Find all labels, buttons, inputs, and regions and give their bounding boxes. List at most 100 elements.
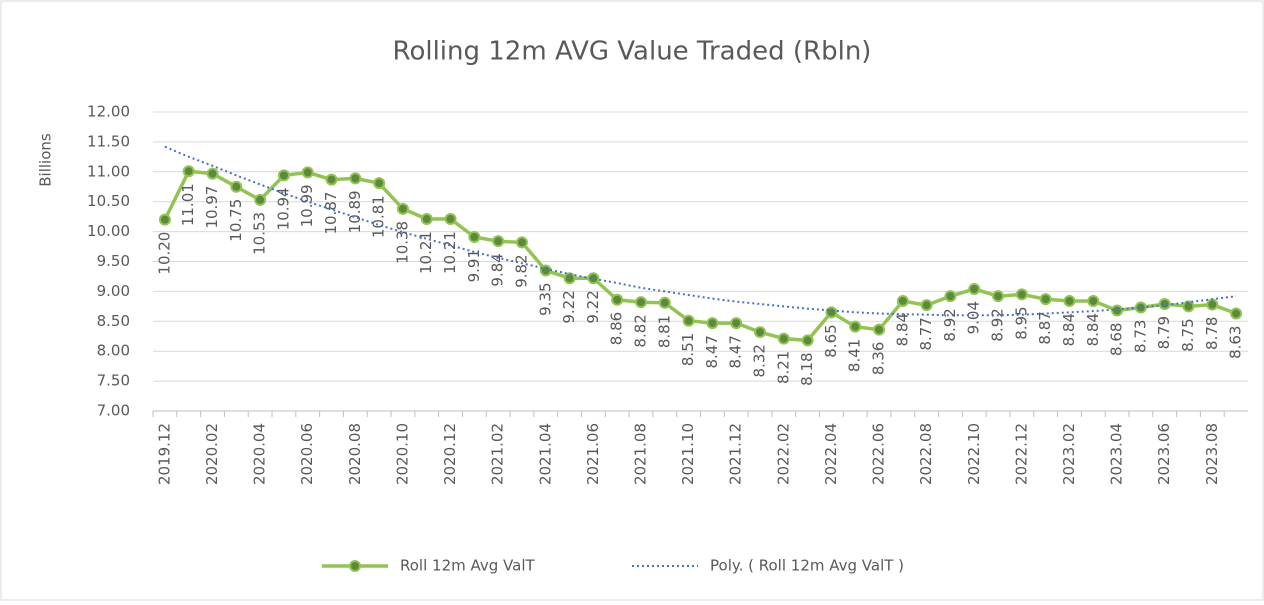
y-tick-label: 8.00 — [97, 342, 130, 360]
data-label: 8.84 — [1084, 313, 1102, 346]
y-tick-label: 12.00 — [87, 103, 130, 121]
data-label: 8.36 — [870, 342, 888, 375]
x-tick-label: 2023.06 — [1155, 423, 1173, 485]
y-tick-label: 9.50 — [97, 252, 130, 270]
data-label: 10.89 — [346, 190, 364, 233]
point — [444, 213, 457, 226]
point — [420, 213, 433, 226]
x-tick-label: 2022.10 — [965, 423, 983, 485]
legend-label: Roll 12m Avg ValT — [400, 557, 536, 575]
x-tick-label: 2022.08 — [917, 423, 935, 485]
y-axis-label: Billions — [37, 133, 55, 187]
data-label: 10.99 — [298, 184, 316, 227]
data-label: 8.73 — [1131, 320, 1149, 353]
x-tick-label: 2022.06 — [870, 423, 888, 485]
data-label: 8.21 — [774, 351, 792, 384]
point — [563, 272, 576, 285]
x-tick-label: 2023.08 — [1203, 423, 1221, 485]
point — [492, 235, 505, 248]
point — [992, 290, 1005, 303]
point — [182, 165, 195, 178]
x-tick-label: 2020.08 — [346, 423, 364, 485]
point — [349, 172, 362, 185]
data-label: 8.79 — [1155, 316, 1173, 349]
data-label: 8.87 — [1036, 311, 1054, 344]
point — [468, 230, 481, 243]
x-tick-label: 2019.12 — [155, 423, 173, 485]
data-label: 10.20 — [155, 232, 173, 275]
point — [754, 326, 767, 339]
y-tick-label: 8.50 — [97, 312, 130, 330]
data-label: 9.04 — [965, 301, 983, 334]
series-line — [163, 169, 1237, 343]
trend-line — [164, 145, 1237, 317]
data-label: 10.53 — [251, 212, 269, 255]
point — [634, 296, 647, 309]
y-tick-label: 7.00 — [97, 402, 130, 420]
data-label: 8.92 — [989, 308, 1007, 341]
point — [515, 236, 528, 249]
point — [849, 320, 862, 333]
y-tick-label: 10.50 — [87, 192, 130, 210]
data-label: 8.78 — [1203, 317, 1221, 350]
data-label: 8.86 — [608, 312, 626, 345]
x-tick-label: 2021.08 — [631, 423, 649, 485]
data-label: 10.97 — [203, 186, 221, 229]
point — [230, 180, 243, 193]
x-tick-label: 2021.04 — [536, 423, 554, 485]
data-label: 9.22 — [560, 290, 578, 323]
data-label: 8.84 — [893, 313, 911, 346]
point — [587, 272, 600, 285]
y-tick-label: 11.00 — [87, 162, 130, 180]
data-label: 10.81 — [370, 195, 388, 238]
y-tick-label: 10.00 — [87, 222, 130, 240]
point — [1230, 307, 1243, 320]
data-label: 10.21 — [441, 231, 459, 274]
point — [682, 314, 695, 327]
x-tick-label: 2021.02 — [489, 423, 507, 485]
point — [825, 306, 838, 319]
x-tick-label: 2022.04 — [822, 423, 840, 485]
point — [730, 317, 743, 330]
point — [1063, 294, 1076, 307]
point — [1039, 293, 1052, 306]
x-tick-label: 2023.02 — [1060, 423, 1078, 485]
y-tick-label: 7.50 — [97, 372, 130, 390]
point — [944, 290, 957, 303]
point — [206, 167, 219, 180]
point — [658, 296, 671, 309]
data-label: 8.81 — [655, 315, 673, 348]
data-label: 8.84 — [1060, 313, 1078, 346]
point — [1087, 294, 1100, 307]
point — [1182, 300, 1195, 313]
x-tick-label: 2020.10 — [393, 423, 411, 485]
data-label: 8.65 — [822, 324, 840, 357]
data-label: 10.94 — [274, 187, 292, 230]
data-label: 8.82 — [631, 314, 649, 347]
point — [325, 173, 338, 186]
data-label: 10.75 — [227, 199, 245, 242]
x-tick-label: 2020.02 — [203, 423, 221, 485]
data-label: 8.41 — [846, 339, 864, 372]
x-tick-label: 2020.12 — [441, 423, 459, 485]
point — [158, 213, 171, 226]
y-tick-label: 11.50 — [87, 132, 130, 150]
data-label: 8.18 — [798, 352, 816, 385]
point — [1206, 298, 1219, 311]
point — [777, 332, 790, 345]
point — [873, 323, 886, 336]
point — [254, 193, 267, 206]
x-tick-label: 2020.06 — [298, 423, 316, 485]
legend-label: Poly. ( Roll 12m Avg ValT ) — [710, 557, 904, 575]
data-label: 10.87 — [322, 192, 340, 235]
data-label: 8.77 — [917, 317, 935, 350]
data-label: 8.63 — [1227, 326, 1245, 359]
data-label: 8.47 — [727, 335, 745, 368]
point — [396, 202, 409, 215]
data-label: 8.51 — [679, 333, 697, 366]
data-label: 8.95 — [1012, 306, 1030, 339]
data-label: 9.82 — [512, 254, 530, 287]
data-label: 8.75 — [1179, 318, 1197, 351]
data-label: 10.38 — [393, 221, 411, 264]
